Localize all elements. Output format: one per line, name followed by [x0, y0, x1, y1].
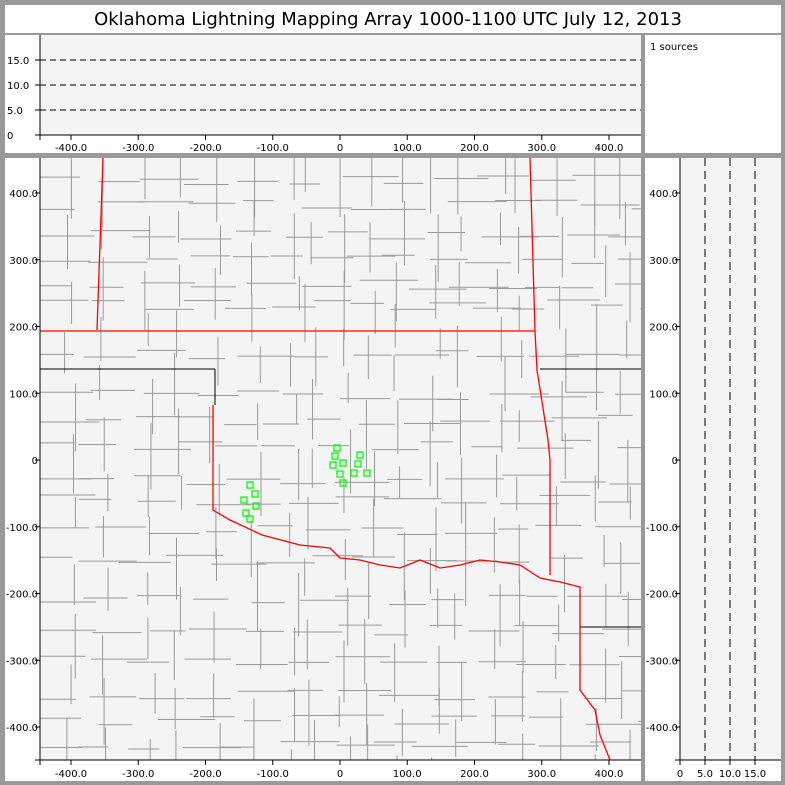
- map-x-tick-label: 300.0: [527, 769, 556, 780]
- map-y-tick-label: -100.0: [6, 523, 38, 534]
- map-y-tick-label: -200.0: [6, 590, 38, 601]
- map-plot-area: [40, 158, 641, 760]
- lightning-source-point: [339, 479, 347, 487]
- map-y-tick-label: -300.0: [6, 656, 38, 667]
- source-count: 1 sources: [650, 42, 698, 53]
- lightning-source-point: [331, 452, 339, 460]
- side-y-tick-label: -200.0: [646, 590, 678, 601]
- lightning-source-point: [240, 496, 248, 504]
- lightning-source-point: [252, 502, 260, 510]
- altitude-x-tick-label: -300.0: [122, 143, 154, 154]
- map-x-tick-label: 0: [337, 769, 343, 780]
- side-x-tick-label: 10.0: [719, 769, 741, 780]
- map-layer: [40, 158, 641, 760]
- altitude-x-tick-label: 100.0: [393, 143, 422, 154]
- map-y-tick-label: 400.0: [9, 189, 38, 200]
- axes-layer: 05.010.015.0-400.0 -300.0 -200.0 -100.0 0 100…: [6, 35, 781, 780]
- map-y-tick-label: 300.0: [9, 256, 38, 267]
- altitude-x-tick-label: 400.0: [595, 143, 624, 154]
- side-y-tick-label: -100.0: [646, 523, 678, 534]
- map-x-tick-label: 100.0: [393, 769, 422, 780]
- side-x-tick-label: 15.0: [744, 769, 766, 780]
- state-border-red: [96, 158, 104, 331]
- altitude-y-tick-label: 10.0: [7, 81, 29, 92]
- lightning-source-point: [242, 509, 250, 517]
- altitude-y-tick-label: 5.0: [7, 106, 23, 117]
- altitude-x-tick-label: -200.0: [189, 143, 221, 154]
- lightning-source-point: [336, 470, 344, 478]
- lightning-source-point: [350, 469, 358, 477]
- altitude-x-tick-label: 200.0: [460, 143, 489, 154]
- side-x-tick-label: 5.0: [697, 769, 713, 780]
- altitude-y-tick-label: 0: [7, 131, 13, 142]
- lightning-source-point: [246, 481, 254, 489]
- altitude-x-tick-label: 0: [337, 143, 343, 154]
- altitude-x-tick-label: 300.0: [527, 143, 556, 154]
- title-bar: [5, 5, 781, 33]
- state-border-red: [212, 405, 611, 760]
- map-y-tick-label: 100.0: [9, 389, 38, 400]
- title: Oklahoma Lightning Mapping Array 1000-11…: [94, 9, 682, 30]
- lightning-source-point: [251, 490, 259, 498]
- map-y-tick-label: 0: [32, 456, 38, 467]
- side-y-tick-label: -400.0: [646, 723, 678, 734]
- map-y-tick-label: -400.0: [6, 723, 38, 734]
- map-x-tick-label: 200.0: [460, 769, 489, 780]
- lightning-source-point: [354, 460, 362, 468]
- altitude-y-tick-label: 15.0: [7, 56, 29, 67]
- info-panel: [645, 35, 781, 153]
- side-y-tick-label: 300.0: [649, 256, 678, 267]
- side-y-tick-label: 200.0: [649, 323, 678, 334]
- map-x-tick-label: -300.0: [122, 769, 154, 780]
- sources-layer: [240, 444, 371, 523]
- lightning-source-point: [333, 444, 341, 452]
- lightning-source-point: [363, 469, 371, 477]
- side-y-tick-label: 100.0: [649, 389, 678, 400]
- state-border-red: [529, 158, 551, 575]
- side-y-tick-label: -300.0: [646, 656, 678, 667]
- lightning-source-point: [356, 451, 364, 459]
- altitude-x-tick-label: -100.0: [257, 143, 289, 154]
- lightning-source-point: [329, 461, 337, 469]
- altitude-x-tick-label: -400.0: [55, 143, 87, 154]
- side-x-tick-label: 0: [677, 769, 683, 780]
- map-x-tick-label: 400.0: [595, 769, 624, 780]
- side-y-tick-label: 0: [672, 456, 678, 467]
- lightning-source-point: [339, 459, 347, 467]
- map-x-tick-label: -400.0: [55, 769, 87, 780]
- lightning-source-point: [246, 515, 254, 523]
- map-x-tick-label: -200.0: [189, 769, 221, 780]
- map-y-tick-label: 200.0: [9, 323, 38, 334]
- side-y-tick-label: 400.0: [649, 189, 678, 200]
- map-x-tick-label: -100.0: [257, 769, 289, 780]
